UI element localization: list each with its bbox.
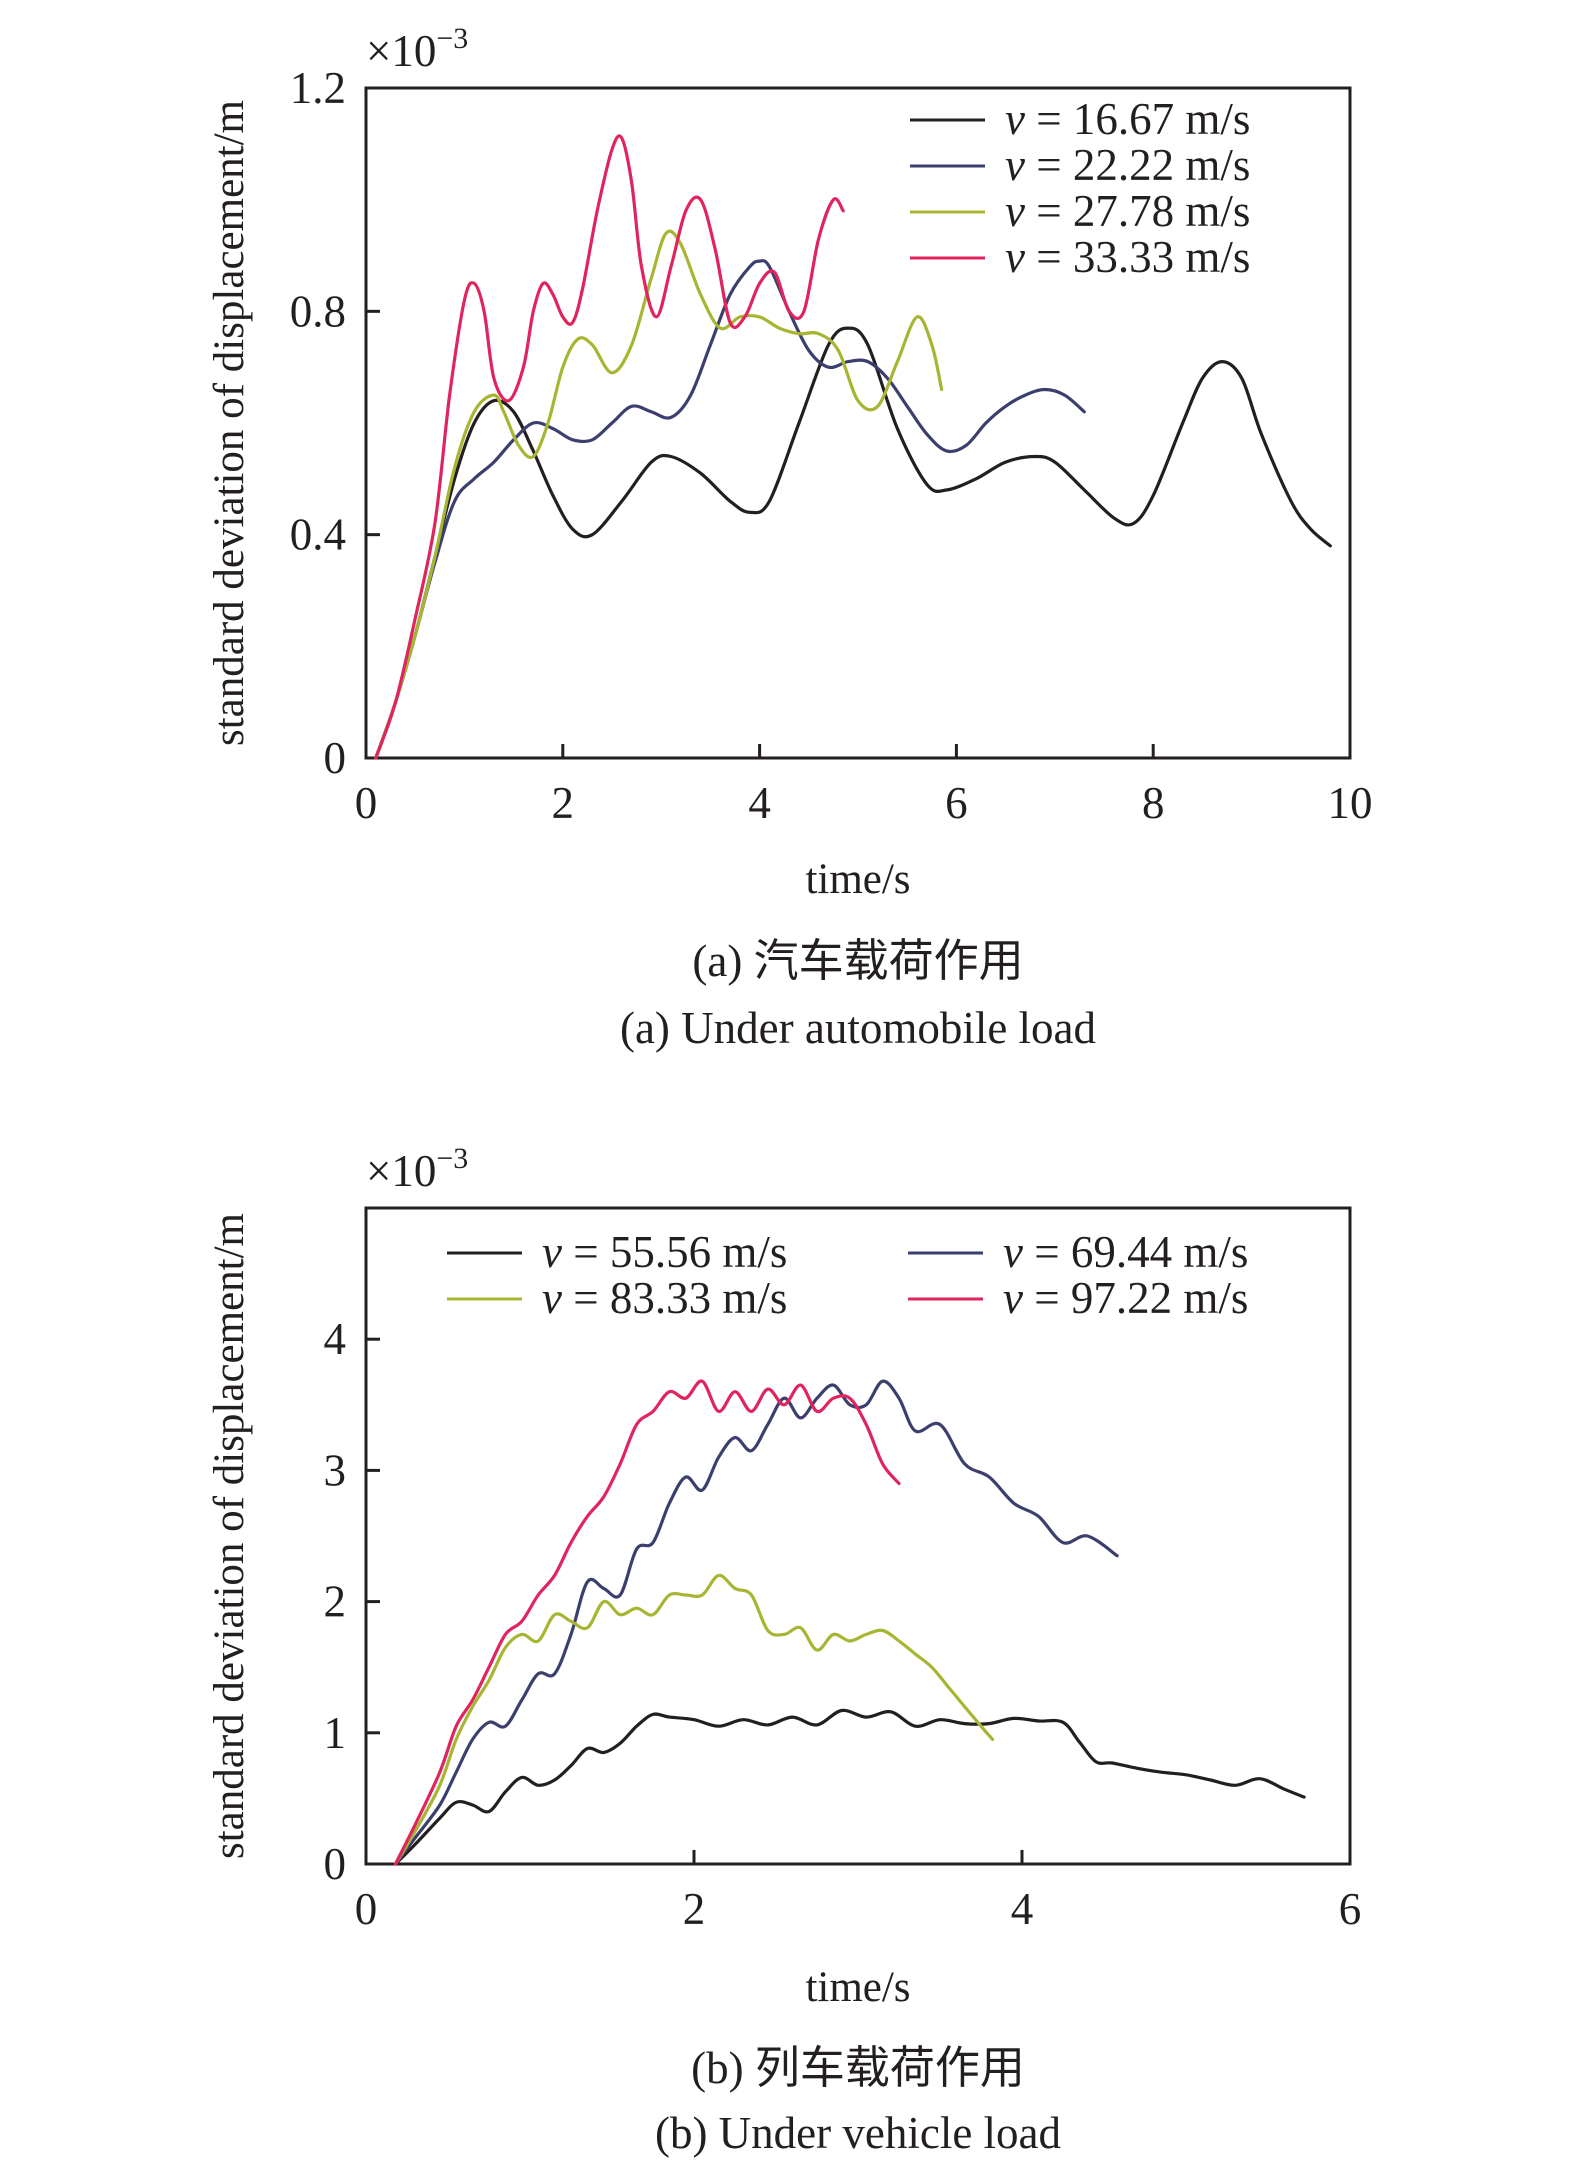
series-line-4 [374,134,845,760]
series-line-3 [374,229,944,760]
x-tick-label: 0 [355,1884,378,1934]
x-tick-label: 6 [945,778,968,828]
x-tick-label: 4 [1011,1884,1034,1934]
x-axis-title: time/s [805,856,910,903]
legend-entry: v = 55.56 m/s [542,1227,787,1277]
x-tick-label: 2 [552,778,575,828]
y-multiplier-label: ×10−3 [366,1142,468,1196]
x-tick-label: 4 [748,778,771,828]
series-lines [374,134,1332,760]
series-line-2 [393,1379,1119,1866]
caption-en: (a) Under automobile load [620,1003,1096,1053]
y-tick-label: 3 [324,1445,347,1495]
x-ticks: 0 2 4 6 8 10 [355,744,1373,828]
legend-entry: v = 83.33 m/s [542,1273,787,1323]
y-tick-label: 0.4 [290,510,346,560]
x-tick-label: 2 [683,1884,706,1934]
y-ticks: 0 1 2 3 4 [324,1314,380,1889]
plot-frame [364,1206,1352,1866]
legend: v = 16.67 m/sv = 22.22 m/sv = 27.78 m/sv… [910,94,1250,282]
x-tick-label: 8 [1142,778,1165,828]
legend-entry: v = 33.33 m/s [1005,232,1250,282]
y-multiplier-label: ×10−3 [366,22,468,76]
series-line-1 [393,1708,1306,1866]
series-lines [393,1379,1306,1866]
y-tick-label: 4 [324,1314,347,1364]
series-line-3 [393,1573,995,1866]
x-tick-label: 10 [1328,778,1373,828]
y-tick-label: 1.2 [290,63,346,113]
y-tick-label: 0 [324,733,347,783]
series-line-1 [374,326,1332,760]
panel-a-chart: 0 2 4 6 8 10 0 0.4 0.8 1.2 v = 16.67 m/sv = 22.2… [206,22,1373,1053]
y-axis-title: standard deviation of displacement/m [206,100,253,746]
x-ticks: 0 2 4 6 [355,1850,1362,1934]
legend-entry: v = 69.44 m/s [1003,1227,1248,1277]
y-axis-title: standard deviation of displacement/m [206,1213,253,1859]
caption-cn: (a) 汽车载荷作用 [692,936,1023,986]
y-tick-label: 2 [324,1577,347,1627]
series-line-2 [374,259,1086,760]
x-tick-label: 6 [1339,1884,1362,1934]
y-tick-label: 0 [324,1839,347,1889]
legend-entry: v = 97.22 m/s [1003,1273,1248,1323]
caption-en: (b) Under vehicle load [655,2108,1061,2158]
x-axis-title: time/s [805,1964,910,2011]
x-tick-label: 0 [355,778,378,828]
legend-entry: v = 27.78 m/s [1005,186,1250,236]
legend-entry: v = 16.67 m/s [1005,94,1250,144]
plot-frame [364,86,1352,760]
series-line-4 [393,1379,901,1866]
y-ticks: 0 0.4 0.8 1.2 [290,63,380,783]
caption-cn: (b) 列车载荷作用 [691,2043,1025,2093]
y-tick-label: 0.8 [290,286,346,336]
legend-entry: v = 22.22 m/s [1005,140,1250,190]
y-tick-label: 1 [324,1708,347,1758]
legend: v = 55.56 m/s v = 69.44 m/s v = 83.33 m/s v… [447,1227,1248,1323]
